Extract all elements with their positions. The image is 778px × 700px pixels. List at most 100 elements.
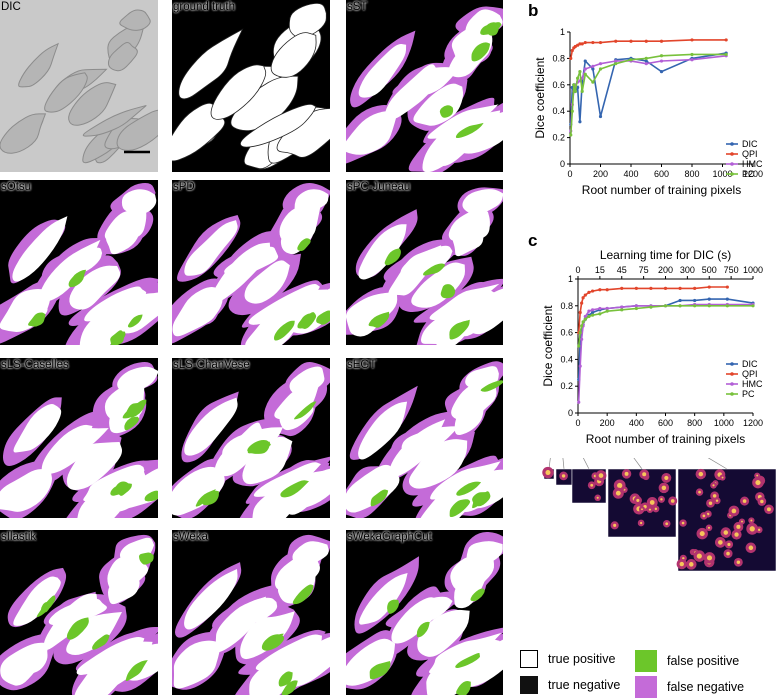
tile-silastik: sIlastik [0,530,158,695]
thumbnail-cell-core [718,540,723,545]
tile-sls-chanvese: sLS-ChanVese [172,358,330,518]
tile-label: sLS-ChanVese [173,359,250,371]
data-point-pc [614,62,618,66]
x-tick-label: 600 [654,169,669,179]
thumbnail-cell-core [654,507,658,511]
thumbnail-cell-core [760,499,764,504]
x-tick-label: 1200 [743,418,763,428]
thumbnail-cell-core [731,508,737,514]
x-tick-label: 600 [658,418,673,428]
training-crop-thumbnails [542,458,777,572]
data-point-qpi [580,301,584,305]
thumbnail-cell-core [766,507,771,512]
data-point-qpi [591,40,595,45]
thumbnail-cell-core [681,521,685,525]
data-point-pc [581,320,585,324]
data-point-qpi [583,40,587,45]
data-point-pc [577,344,581,348]
data-point-pc [620,308,624,312]
data-point-dic [583,59,587,63]
tile-image [172,358,330,518]
thumbnail-cell-core [736,560,741,564]
data-point-qpi [570,48,574,53]
thumbnail-cell-core [682,557,685,560]
y-tick-label: 0.8 [560,301,573,311]
data-point-pc [576,76,580,80]
data-point-hmc [580,337,584,341]
data-point-pc [598,67,603,71]
x-tick-label: 1000 [712,169,732,179]
thumbnail-cell-core [706,555,713,561]
thumbnail-cell-core [590,483,594,487]
data-point-dic [590,310,595,315]
data-point-hmc [598,62,603,66]
thumbnail-cell-core [642,472,647,477]
data-point-qpi [590,289,595,293]
thumbnail-cell-core [757,528,761,531]
thumbnail-cell-core [699,531,705,537]
data-point-pc [725,304,729,308]
thumbnail-cell-core [723,530,729,535]
tile-segt: sEGT [346,358,503,518]
top-x-axis-title: Learning time for DIC (s) [600,248,731,262]
tile-ground-truth: ground truth [172,0,330,172]
data-point-qpi [693,286,697,290]
thumbnail-cell-core [615,490,621,496]
data-point-hmc [614,59,618,63]
data-point-hmc [583,314,587,319]
data-point-qpi [725,285,729,289]
tile-label: sPD [173,181,195,193]
data-point-pc [583,317,587,321]
data-point-hmc [659,59,664,63]
data-point-pc [634,306,638,311]
thumbnail-cell-core [736,524,741,529]
legend-marker-qpi [730,372,734,376]
legend-label-pc: PC [742,169,755,179]
data-point-hmc [577,400,581,404]
series-line-hmc [577,303,753,403]
tile-swekagraphcut: sWekaGraphCut [346,530,503,695]
x-tick-label: 400 [623,169,638,179]
data-point-pc [678,304,682,308]
legend-false-negative: false negative [635,676,744,698]
data-point-pc [572,83,576,87]
thumbnail-cell-core [712,494,717,498]
data-point-dic [591,67,595,71]
tile-image [0,358,158,518]
data-point-dic [659,70,664,74]
data-point-dic [678,298,682,303]
y-tick-label: 1 [560,27,565,37]
x-tick-label: 200 [593,169,608,179]
y-tick-label: 0.2 [560,381,573,391]
thumbnail-cell-core [624,471,629,476]
thumbnail-cell-core [613,523,617,527]
thumbnail-cell-core [665,522,669,526]
data-point-pc [570,109,574,113]
data-point-pc [569,133,573,137]
legend-swatch-false-negative [635,676,657,698]
panel-letter-c: c [528,231,538,250]
thumbnail-cell-core [742,499,747,503]
x-tick-label: 200 [600,418,615,428]
x-axis-title: Root number of training pixels [586,432,745,446]
data-point-qpi [690,38,694,42]
thumbnail-cell-core [688,562,694,567]
y-axis-title: Dice coefficient [541,305,555,387]
data-point-pc [580,324,584,328]
x-tick-label: 400 [629,418,644,428]
thumbnail-cell-core [721,476,724,479]
data-point-qpi [587,290,591,294]
thumbnail-cell-core [649,500,655,505]
thumbnail-cell-core [749,526,755,532]
data-point-qpi [578,42,582,46]
thumbnail-cell-core [741,520,743,523]
data-point-pc [629,58,633,62]
thumbnail-cell-core [698,490,701,494]
data-point-hmc [598,306,602,311]
legend-marker-qpi [730,152,734,156]
legend-marker-dic [730,362,734,366]
data-point-dic [725,297,729,301]
data-point-qpi [629,39,633,43]
tile-image [172,180,330,345]
tile-label: DIC [1,1,21,13]
